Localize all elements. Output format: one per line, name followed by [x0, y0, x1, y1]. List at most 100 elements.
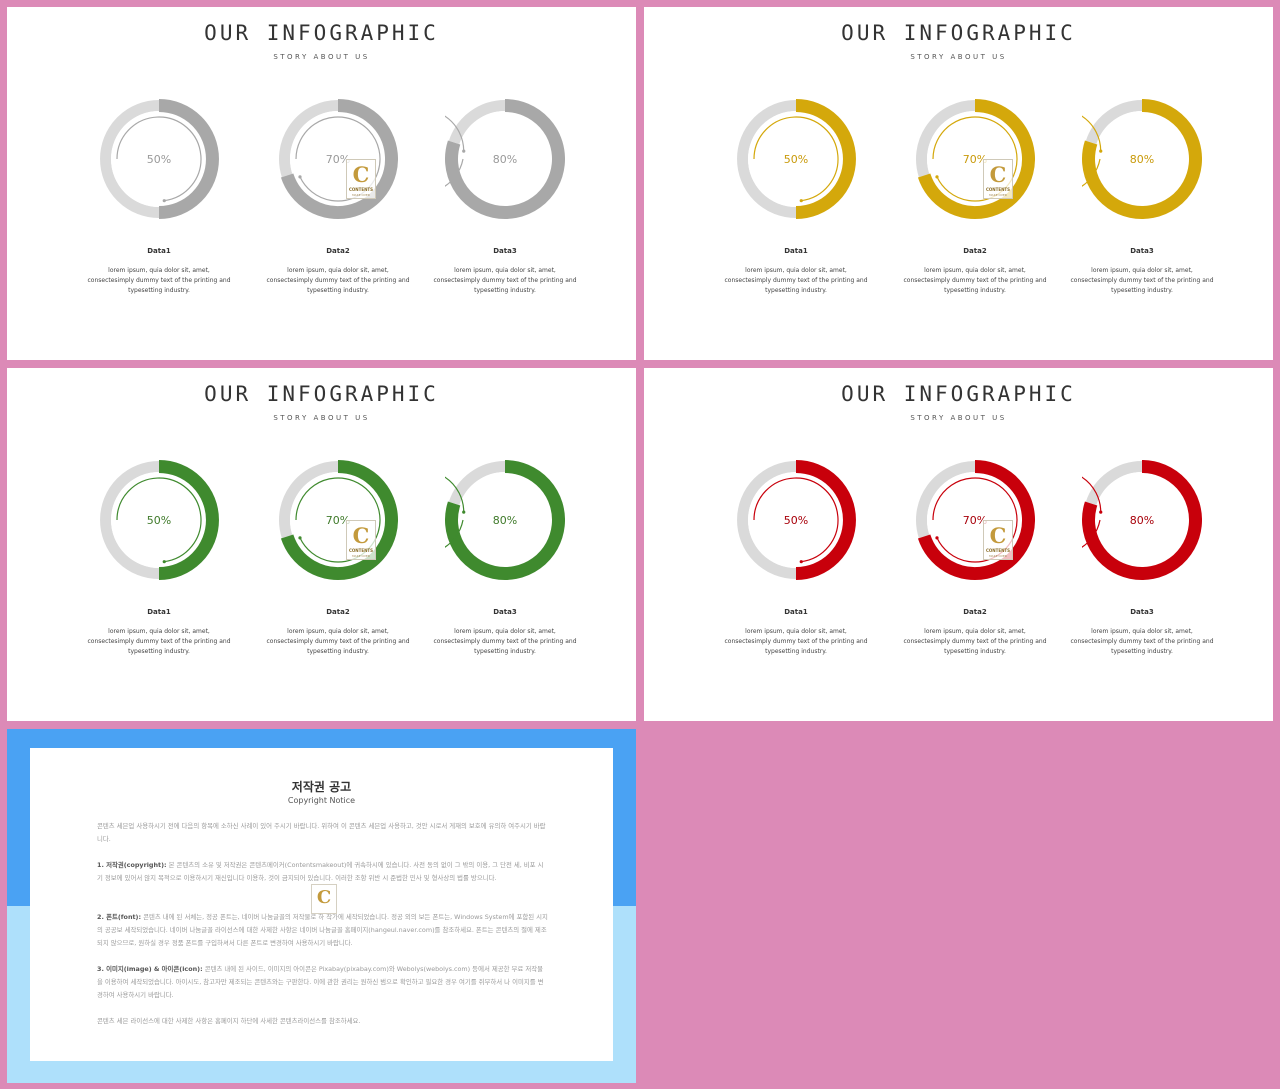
- slide-title: OUR INFOGRAPHIC: [204, 21, 439, 45]
- ring-track: [1085, 461, 1143, 506]
- arc-end-marker: [935, 536, 939, 540]
- description-line: lorem ipsum, quia dolor sit, amet,: [108, 267, 210, 274]
- notice-title: 저작권 공고: [291, 780, 352, 794]
- data-description: lorem ipsum, quia dolor sit, amet, consec…: [253, 266, 423, 296]
- data-card: 50% Data1 lorem ipsum, quia dolor sit, ame…: [69, 97, 249, 297]
- notice-item-head: 3. 이미지(image) & 아이콘(icon):: [97, 965, 203, 973]
- slide-green: OUR INFOGRAPHIC STORY ABOUT US 50% Data1 lor…: [7, 368, 636, 721]
- percent-label: 80%: [1129, 514, 1155, 527]
- progress-arc: [917, 99, 1035, 219]
- percent-label: 80%: [492, 153, 518, 166]
- percent-label: 50%: [783, 153, 809, 166]
- ring-center: [111, 111, 207, 207]
- data-card: 70% C CONTENTS MAKE OVER Data2 lorem ipsum, q…: [885, 458, 1065, 658]
- logo-letter: C: [352, 523, 370, 548]
- data-label: Data3: [493, 608, 517, 616]
- progress-arc: [795, 460, 856, 580]
- contents-logo: C CONTENTS MAKE OVER: [346, 520, 376, 560]
- description-line: typesetting industry.: [474, 287, 536, 294]
- data-description: lorem ipsum, quia dolor sit, amet, consec…: [420, 266, 590, 296]
- ring-track: [448, 100, 506, 145]
- slide-title: OUR INFOGRAPHIC: [841, 21, 1076, 45]
- description-line: typesetting industry.: [474, 648, 536, 655]
- ring-track: [1085, 100, 1143, 145]
- description-line: consectesimply dummy text of the printin…: [1070, 277, 1214, 284]
- description-line: lorem ipsum, quia dolor sit, amet,: [108, 628, 210, 635]
- notice-item-head: 1. 저작권(copyright):: [97, 861, 167, 869]
- notice-card: 저작권 공고 Copyright Notice 콘텐츠 세븐업 사용하시기 전에…: [30, 748, 613, 1061]
- description-line: lorem ipsum, quia dolor sit, amet,: [287, 628, 389, 635]
- contents-logo: C CONTENTS MAKE OVER: [983, 520, 1013, 560]
- description-line: consectesimply dummy text of the printin…: [266, 638, 410, 645]
- arc-end-marker: [462, 510, 466, 514]
- description-line: typesetting industry.: [307, 287, 369, 294]
- description-line: lorem ipsum, quia dolor sit, amet,: [745, 267, 847, 274]
- data-card: 80% Data3 lorem ipsum, quia dolor sit, ame…: [1052, 97, 1232, 297]
- arc-end-marker: [162, 199, 166, 203]
- data-label: Data2: [963, 247, 987, 255]
- logo-letter: C: [989, 162, 1007, 187]
- data-card: 50% Data1 lorem ipsum, quia dolor sit, ame…: [69, 458, 249, 658]
- logo-sub: MAKE OVER: [352, 193, 370, 197]
- logo-letter: C: [352, 162, 370, 187]
- description-line: consectesimply dummy text of the printin…: [87, 277, 231, 284]
- logo-word: CONTENTS: [348, 187, 374, 192]
- logo-word: CONTENTS: [985, 548, 1011, 553]
- data-label: Data1: [147, 608, 171, 616]
- description-line: lorem ipsum, quia dolor sit, amet,: [924, 628, 1026, 635]
- description-line: typesetting industry.: [128, 648, 190, 655]
- arc-end-marker: [298, 175, 302, 179]
- description-line: consectesimply dummy text of the printin…: [724, 277, 868, 284]
- data-description: lorem ipsum, quia dolor sit, amet, consec…: [253, 627, 423, 657]
- data-label: Data1: [784, 608, 808, 616]
- donut-chart: [737, 99, 856, 219]
- description-line: consectesimply dummy text of the printin…: [724, 638, 868, 645]
- arc-end-marker: [1099, 149, 1103, 153]
- notice-item-body: 콘텐츠 내에 된 사이드, 이미지의 아이콘은 Pixabay(pixabay.…: [97, 965, 544, 999]
- notice-intro: 콘텐츠 세븐업 사용하시기 전에 다음의 항목에 소하신 사례이 있어 주시기 …: [97, 822, 546, 843]
- ring-center: [748, 472, 844, 568]
- progress-arc: [445, 460, 565, 580]
- description-line: consectesimply dummy text of the printin…: [903, 277, 1047, 284]
- description-line: consectesimply dummy text of the printin…: [1070, 638, 1214, 645]
- data-label: Data2: [326, 247, 350, 255]
- contents-logo: C: [311, 884, 337, 914]
- arc-end-marker: [462, 149, 466, 153]
- inner-guide-arc: [932, 477, 1018, 563]
- arc-end-marker: [799, 199, 803, 203]
- description-line: consectesimply dummy text of the printin…: [433, 638, 577, 645]
- inner-guide-arc: [932, 116, 1018, 202]
- progress-arc: [158, 99, 219, 219]
- ring-track: [916, 100, 976, 178]
- logo-sub: MAKE OVER: [989, 554, 1007, 558]
- data-label: Data2: [326, 608, 350, 616]
- ring-track: [279, 100, 339, 178]
- description-line: typesetting industry.: [765, 648, 827, 655]
- data-card: 80% Data3 lorem ipsum, quia dolor sit, ame…: [415, 97, 595, 297]
- slide-gray: OUR INFOGRAPHIC STORY ABOUT US 50% Data1 lor…: [7, 7, 636, 360]
- percent-label: 80%: [492, 514, 518, 527]
- data-card: 70% C CONTENTS MAKE OVER Data2 lorem ipsum, q…: [248, 97, 428, 297]
- donut-chart: [1082, 99, 1202, 219]
- notice-item-body: 콘텐츠 내에 된 서체는, 정공 폰트는, 네이버 나눔글꼴의 저작물로 하 작…: [97, 913, 548, 947]
- data-description: lorem ipsum, quia dolor sit, amet, consec…: [74, 627, 244, 657]
- ring-center: [457, 472, 553, 568]
- slide-gold: OUR INFOGRAPHIC STORY ABOUT US 50% Data1 lor…: [644, 7, 1273, 360]
- slide-subtitle: STORY ABOUT US: [273, 53, 370, 61]
- logo-word: CONTENTS: [985, 187, 1011, 192]
- donut-chart: [445, 99, 565, 219]
- donut-chart: [445, 460, 565, 580]
- notice-item-head: 2. 폰트(font):: [97, 913, 142, 921]
- ring-center: [457, 111, 553, 207]
- description-line: typesetting industry.: [944, 287, 1006, 294]
- description-line: typesetting industry.: [1111, 287, 1173, 294]
- data-description: lorem ipsum, quia dolor sit, amet, consec…: [711, 627, 881, 657]
- data-label: Data1: [784, 247, 808, 255]
- progress-arc: [795, 99, 856, 219]
- data-card: 80% Data3 lorem ipsum, quia dolor sit, ame…: [415, 458, 595, 658]
- progress-arc: [1082, 460, 1202, 580]
- percent-label: 50%: [146, 153, 172, 166]
- description-line: typesetting industry.: [765, 287, 827, 294]
- description-line: consectesimply dummy text of the printin…: [266, 277, 410, 284]
- data-label: Data1: [147, 247, 171, 255]
